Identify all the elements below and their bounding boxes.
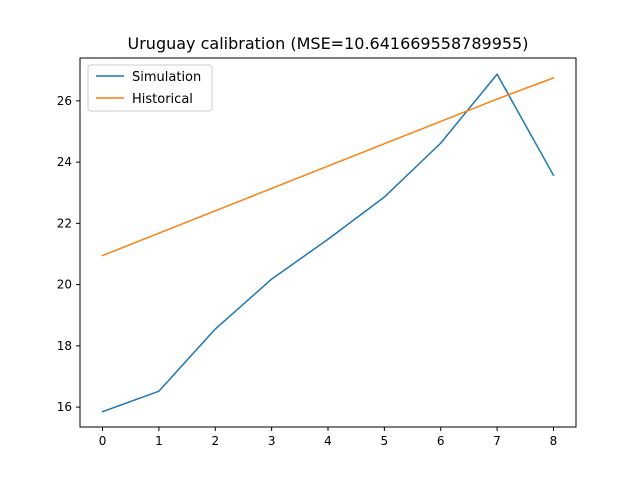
legend: Simulation Historical	[87, 64, 213, 112]
y-tick-label: 26	[57, 94, 72, 108]
legend-label: Historical	[132, 92, 193, 107]
y-tick-label: 24	[57, 155, 72, 169]
axes-frame	[79, 57, 577, 428]
plot-axes: 0 1 2 3 4 5 6 7 8 16 18 20 22 24 26	[57, 94, 558, 448]
x-tick-label: 3	[268, 434, 276, 448]
legend-label: Simulation	[132, 70, 201, 85]
series-lines	[101, 73, 555, 413]
y-tick-label: 20	[57, 278, 72, 292]
y-tick-label: 22	[57, 216, 72, 230]
x-tick-label: 5	[381, 434, 389, 448]
chart-title: Uruguay calibration (MSE=10.641669558789…	[128, 34, 529, 53]
series-line-simulation	[101, 73, 555, 413]
x-tick-label: 4	[324, 434, 332, 448]
y-tick-label: 16	[57, 400, 72, 414]
x-tick-label: 6	[437, 434, 445, 448]
x-tick-label: 8	[550, 434, 558, 448]
y-tick-label: 18	[57, 339, 72, 353]
x-tick-label: 0	[99, 434, 107, 448]
x-tick-label: 2	[211, 434, 219, 448]
x-tick-label: 7	[493, 434, 501, 448]
plot-frame	[79, 57, 577, 428]
x-tick-label: 1	[155, 434, 163, 448]
series-line-historical	[101, 76, 555, 257]
